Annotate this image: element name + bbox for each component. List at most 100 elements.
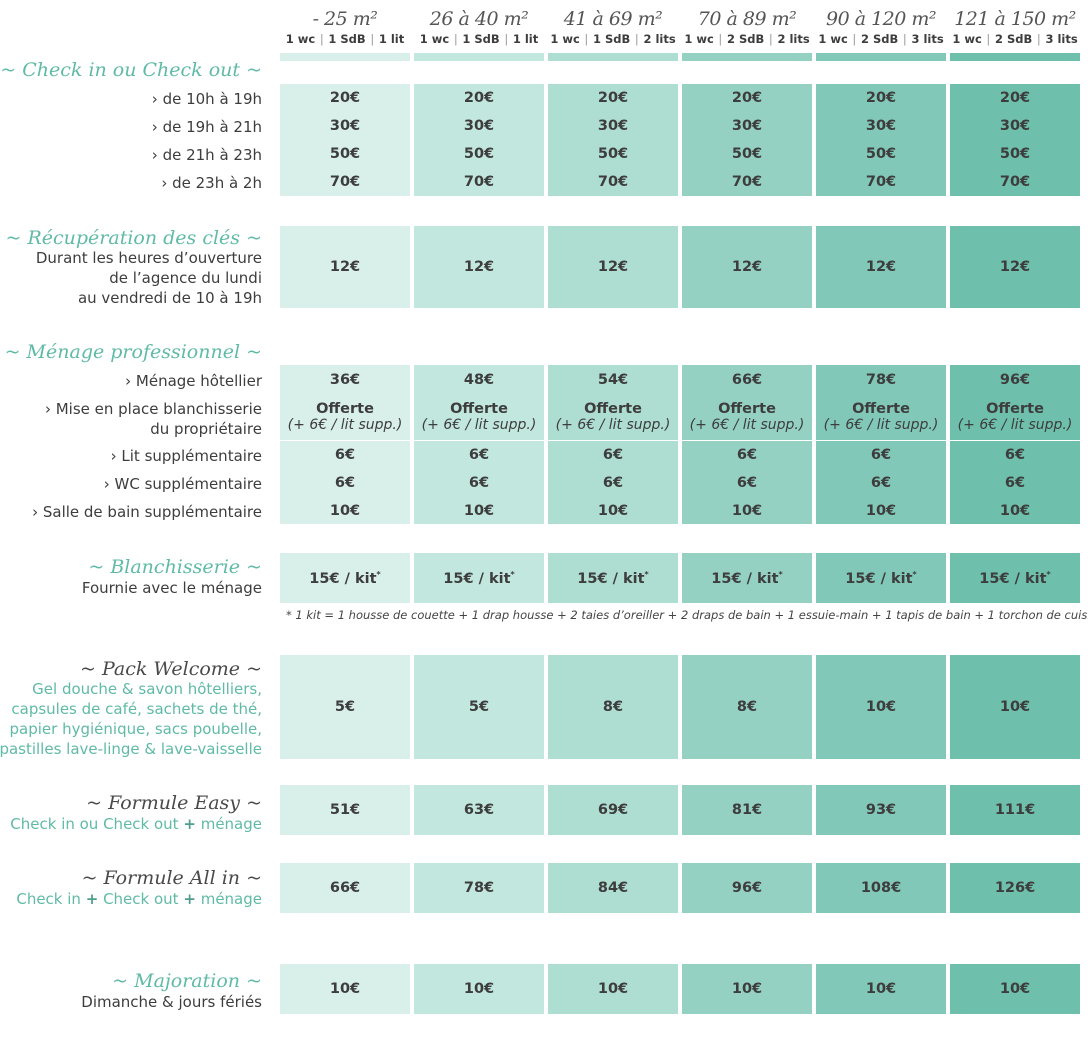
price-value: 50€ bbox=[731, 146, 763, 162]
welcome-desc-1: Gel douche & savon hôtelliers, bbox=[32, 680, 262, 698]
offerte-sub: (+ 6€ / lit supp.) bbox=[555, 417, 671, 433]
price-value: 6€ bbox=[602, 447, 624, 463]
price-cell: 15€ / kit* bbox=[816, 553, 946, 603]
spec-wc: 1 wc bbox=[285, 32, 316, 46]
price-value: 8€ bbox=[602, 699, 624, 715]
price-cell: 15€ / kit* bbox=[682, 553, 812, 603]
spec-separator: | bbox=[500, 32, 512, 46]
price-value: 51€ bbox=[329, 802, 361, 818]
kit-value: 15€ / kit bbox=[309, 570, 377, 587]
column-header: - 25 m² 1 wc | 1 SdB | 1 lit bbox=[280, 6, 410, 46]
price-value: 48€ bbox=[463, 371, 495, 388]
price-value: 12€ bbox=[999, 259, 1031, 275]
column-specs: 1 wc | 2 SdB | 3 lits bbox=[950, 32, 1080, 46]
spec-sdb: 1 SdB bbox=[328, 32, 366, 46]
price-cell: 69€ bbox=[548, 785, 678, 835]
section-title-welcome: ~ Pack Welcome ~ bbox=[79, 658, 262, 680]
price-value: 93€ bbox=[865, 802, 897, 818]
kit-asterisk: * bbox=[778, 569, 783, 579]
price-value: 10€ bbox=[329, 502, 361, 519]
section-title-blanchisserie: ~ Blanchisserie ~ bbox=[88, 556, 262, 578]
price-cell: 10€ bbox=[280, 964, 410, 1014]
price-cell: 6€ bbox=[816, 441, 946, 469]
cles-desc-2: de l’agence du lundi bbox=[109, 269, 262, 287]
offerte-sub: (+ 6€ / lit supp.) bbox=[957, 417, 1073, 433]
price-cell: 6€ bbox=[414, 441, 544, 469]
offerte-label: Offerte bbox=[852, 401, 910, 417]
price-value: 12€ bbox=[865, 259, 897, 275]
price-cell: 30€ bbox=[950, 112, 1080, 140]
kit-value: 15€ / kit bbox=[845, 570, 913, 587]
price-value: 6€ bbox=[870, 447, 892, 463]
price-value: 6€ bbox=[602, 475, 624, 491]
price-cell: 70€ bbox=[414, 168, 544, 196]
price-cell: 15€ / kit* bbox=[950, 553, 1080, 603]
price-cell: 50€ bbox=[414, 140, 544, 168]
price-value: 50€ bbox=[463, 146, 495, 162]
price-cell: 126€ bbox=[950, 863, 1080, 913]
price-cell: 10€ bbox=[682, 964, 812, 1014]
row-label-checkin-3: › de 21h à 23h bbox=[151, 146, 262, 164]
price-cell: 20€ bbox=[950, 84, 1080, 112]
price-cell: 10€ bbox=[816, 497, 946, 524]
price-value: 10€ bbox=[597, 502, 629, 519]
price-value: 10€ bbox=[865, 981, 897, 997]
kit-footnote: * 1 kit = 1 housse de couette + 1 drap h… bbox=[286, 608, 1088, 622]
price-cell: 70€ bbox=[548, 168, 678, 196]
spec-sdb: 1 SdB bbox=[462, 32, 500, 46]
column-size: 70 à 89 m² bbox=[697, 8, 797, 30]
price-cell: Offerte (+ 6€ / lit supp.) bbox=[414, 394, 544, 440]
price-cell: 10€ bbox=[414, 964, 544, 1014]
kit-asterisk: * bbox=[912, 569, 917, 579]
column-specs: 1 wc | 1 SdB | 1 lit bbox=[414, 32, 544, 46]
price-value: 20€ bbox=[865, 90, 897, 106]
column-header: 26 à 40 m² 1 wc | 1 SdB | 1 lit bbox=[414, 6, 544, 46]
spec-separator: | bbox=[714, 32, 726, 46]
row-label-blanchisserie-2: du propriétaire bbox=[150, 420, 262, 438]
price-value: 6€ bbox=[870, 475, 892, 491]
price-cell: 111€ bbox=[950, 785, 1080, 835]
column-strip bbox=[682, 53, 812, 61]
price-cell: 8€ bbox=[682, 655, 812, 759]
price-cell: 5€ bbox=[414, 655, 544, 759]
column-header: 41 à 69 m² 1 wc | 1 SdB | 2 lits bbox=[548, 6, 678, 46]
spec-wc: 1 wc bbox=[684, 32, 714, 46]
kit-value: 15€ / kit bbox=[577, 570, 645, 587]
price-value: 108€ bbox=[860, 880, 902, 896]
row-label-sdb: › Salle de bain supplémentaire bbox=[32, 503, 262, 521]
price-value: 6€ bbox=[334, 447, 356, 463]
spec-separator: | bbox=[1033, 32, 1045, 46]
price-cell: 96€ bbox=[682, 863, 812, 913]
price-cell: Offerte (+ 6€ / lit supp.) bbox=[816, 394, 946, 440]
kit-value: 15€ / kit bbox=[979, 570, 1047, 587]
price-value: 6€ bbox=[468, 475, 490, 491]
price-value: 10€ bbox=[731, 502, 763, 519]
price-value: 6€ bbox=[1004, 475, 1026, 491]
offerte-sub: (+ 6€ / lit supp.) bbox=[421, 417, 537, 433]
section-title-majoration: ~ Majoration ~ bbox=[112, 970, 262, 992]
price-cell: 20€ bbox=[548, 84, 678, 112]
kit-asterisk: * bbox=[510, 569, 515, 579]
price-cell: 12€ bbox=[816, 226, 946, 308]
price-cell: 81€ bbox=[682, 785, 812, 835]
spec-separator: | bbox=[848, 32, 860, 46]
row-label-checkin-1: › de 10h à 19h bbox=[151, 90, 262, 108]
kit-price: 15€ / kit* bbox=[577, 570, 648, 587]
price-value: 30€ bbox=[329, 118, 361, 134]
column-header: 90 à 120 m² 1 wc | 2 SdB | 3 lits bbox=[816, 6, 946, 46]
price-cell: 10€ bbox=[414, 497, 544, 524]
offerte-label: Offerte bbox=[718, 401, 776, 417]
price-cell: 70€ bbox=[950, 168, 1080, 196]
column-size: 41 à 69 m² bbox=[563, 8, 663, 30]
price-cell: 6€ bbox=[682, 469, 812, 497]
price-cell: 10€ bbox=[548, 964, 678, 1014]
price-cell: 10€ bbox=[816, 655, 946, 759]
spec-separator: | bbox=[899, 32, 911, 46]
price-cell: 6€ bbox=[950, 441, 1080, 469]
price-cell: 20€ bbox=[682, 84, 812, 112]
price-cell: 20€ bbox=[280, 84, 410, 112]
row-label-checkin-2: › de 19h à 21h bbox=[151, 118, 262, 136]
price-cell: 12€ bbox=[548, 226, 678, 308]
price-value: 10€ bbox=[329, 981, 361, 997]
price-value: 96€ bbox=[999, 371, 1031, 388]
